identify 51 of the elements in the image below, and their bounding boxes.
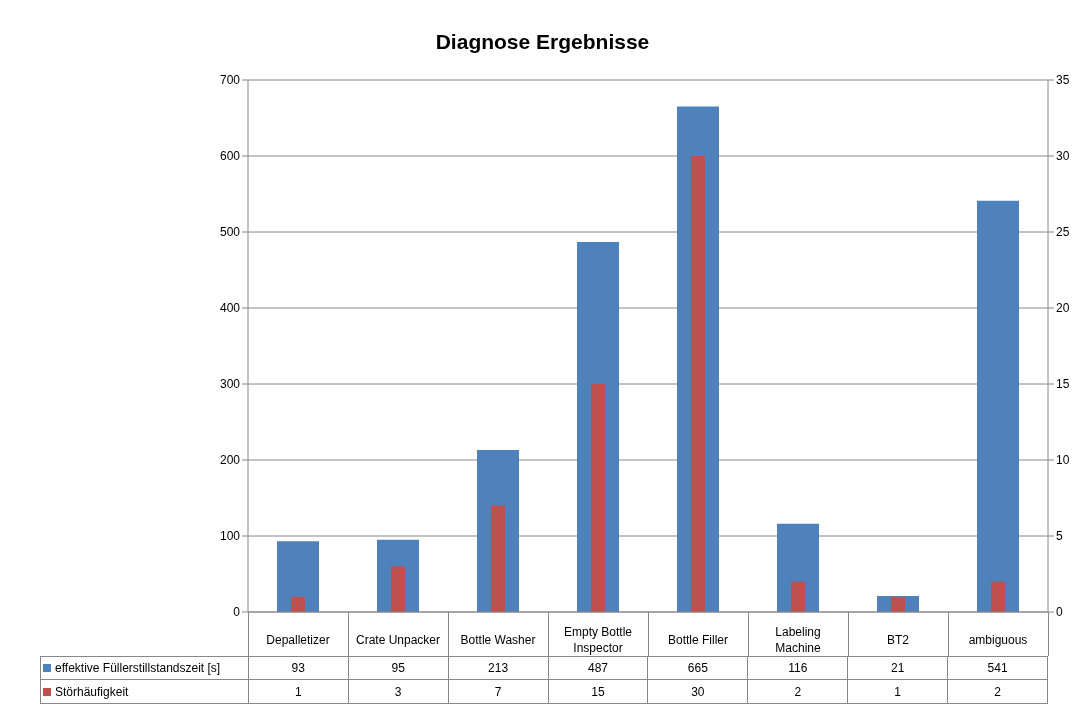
x-tick-label: Empty Bottle Inspector [563, 625, 633, 655]
x-tick-label: Bottle Filler [667, 633, 729, 647]
y-tick-label: 700 [219, 73, 241, 88]
data-label: 2 [748, 680, 849, 703]
x-tick-label: Crate Unpacker [355, 633, 441, 647]
y-tick-label: 400 [219, 301, 241, 316]
y2-tick-label: 30 [1056, 149, 1070, 164]
data-label: 95 [348, 657, 449, 679]
bar [277, 541, 319, 612]
data-label: 1 [848, 680, 949, 703]
data-label: 487 [548, 657, 649, 679]
data-label: 116 [748, 657, 849, 679]
legend-label: Störhäufigkeit [55, 684, 129, 699]
y-tick-label: 100 [219, 529, 241, 544]
y2-tick-label: 35 [1056, 73, 1070, 88]
x-tick-label: ambiguous [968, 633, 1028, 647]
y-tick-label: 500 [219, 225, 241, 240]
x-tick-label: Depalletizer [266, 633, 330, 647]
y2-tick-label: 5 [1056, 529, 1063, 544]
bar [977, 200, 1019, 612]
data-label: 3 [348, 680, 449, 703]
data-label: 541 [948, 657, 1049, 679]
bar [591, 384, 605, 612]
y-tick-label: 300 [219, 377, 241, 392]
data-label: 15 [548, 680, 649, 703]
data-label: 2 [948, 680, 1049, 703]
x-tick-label: BT2 [886, 633, 910, 647]
x-tick-label: Labeling Machine [775, 625, 821, 655]
y-tick-label: 0 [233, 605, 241, 620]
y2-tick-label: 15 [1056, 377, 1070, 392]
data-label: 1 [248, 680, 349, 703]
data-label: 30 [648, 680, 749, 703]
chart-title: Diagnose Ergebnisse [434, 30, 651, 54]
data-label: 7 [448, 680, 549, 703]
data-label: 213 [448, 657, 549, 679]
y2-tick-label: 20 [1056, 301, 1070, 316]
bar [791, 581, 805, 612]
bar [991, 581, 1005, 612]
data-label: 665 [648, 657, 749, 679]
legend-label: effektive Füllerstillstandszeit [s] [55, 661, 221, 675]
bar [291, 596, 305, 612]
data-label: 21 [848, 657, 949, 679]
x-tick-label: Bottle Washer [460, 633, 536, 647]
y2-tick-label: 0 [1056, 605, 1063, 620]
bar [391, 566, 405, 612]
y2-tick-label: 25 [1056, 225, 1070, 240]
y-tick-label: 600 [219, 149, 241, 164]
bar [491, 505, 505, 612]
y-tick-label: 200 [219, 453, 241, 468]
y2-tick-label: 10 [1056, 453, 1070, 468]
data-label: 93 [248, 657, 349, 679]
